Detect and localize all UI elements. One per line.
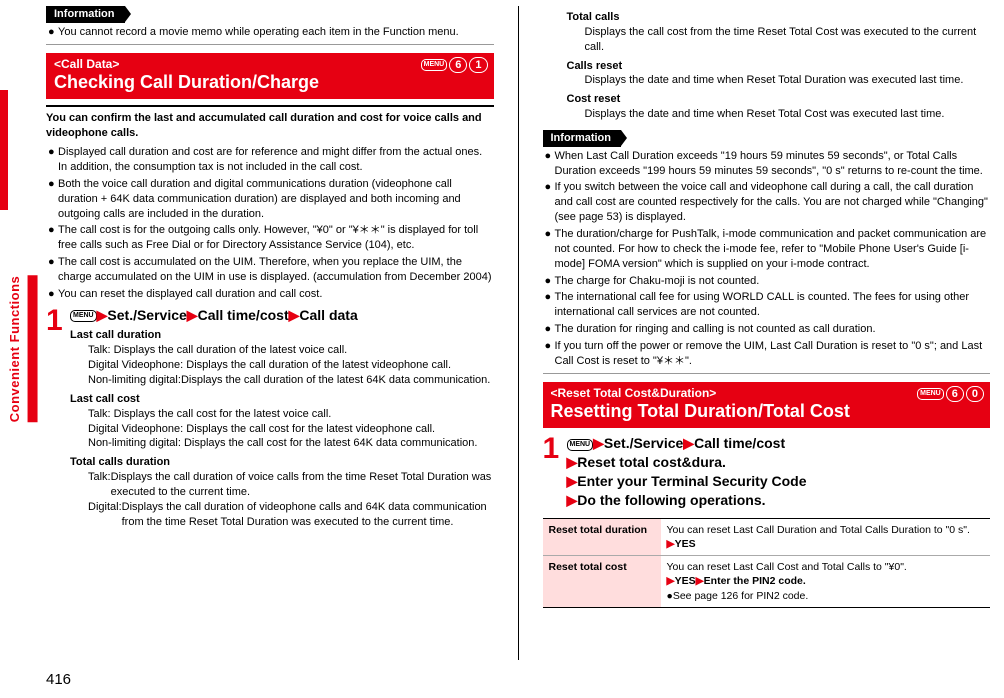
bullet-text: Both the voice call duration and digital… — [58, 177, 494, 222]
section-header-call-data: <Call Data> Checking Call Duration/Charg… — [46, 53, 494, 100]
column-divider — [518, 6, 519, 660]
step-number: 1 — [46, 306, 64, 532]
step-1-reset: 1 MENU▶Set./Service▶Call time/cost ▶Rese… — [543, 434, 991, 510]
table-header-cell: Reset total duration — [543, 519, 661, 555]
info-label: Information — [46, 6, 125, 23]
table-cell: You can reset Last Call Cost and Total C… — [661, 556, 991, 607]
menu-icons: MENU 6 1 — [421, 57, 488, 73]
info-text: If you switch between the voice call and… — [555, 180, 991, 225]
lead-text: You can confirm the last and accumulated… — [46, 111, 494, 141]
def-item: Non-limiting digital: Displays the call … — [88, 436, 494, 451]
def-title: Calls reset — [567, 59, 991, 74]
info-text: The duration for ringing and calling is … — [555, 322, 876, 337]
info-text: The charge for Chaku-moji is not counted… — [555, 274, 760, 289]
def-title: Last call cost — [70, 392, 494, 407]
step-line: ▶Reset total cost&dura. — [567, 453, 991, 472]
side-label: Convenient Functions — [6, 276, 38, 423]
table-cell: You can reset Last Call Duration and Tot… — [661, 519, 991, 555]
section-title: Checking Call Duration/Charge — [54, 72, 486, 94]
defs-continued: Total calls Displays the call cost from … — [567, 10, 991, 122]
info-text: The duration/charge for PushTalk, i-mode… — [555, 227, 991, 272]
key-pill-6: 6 — [449, 57, 467, 73]
step-line: ▶Enter your Terminal Security Code — [567, 472, 991, 491]
def-title: Cost reset — [567, 92, 991, 107]
info-text: If you turn off the power or remove the … — [555, 339, 991, 369]
info-label: Information — [543, 130, 622, 147]
table-row: Reset total duration You can reset Last … — [543, 519, 991, 556]
step-number: 1 — [543, 434, 561, 510]
def-item: Non-limiting digital: Displays the call … — [88, 373, 494, 388]
key-pill-6: 6 — [946, 386, 964, 402]
def-title: Total calls — [567, 10, 991, 25]
side-color-tab — [0, 90, 8, 210]
page-body: Information ●You cannot record a movie m… — [0, 0, 1004, 660]
def-item: Talk: Displays the call duration of the … — [88, 343, 494, 358]
menu-chip: MENU — [421, 59, 448, 71]
section-title: Resetting Total Duration/Total Cost — [551, 401, 983, 423]
info-text: You cannot record a movie memo while ope… — [58, 25, 459, 40]
table-row: Reset total cost You can reset Last Call… — [543, 556, 991, 607]
step-1: 1 MENU▶Set./Service▶Call time/cost▶Call … — [46, 306, 494, 532]
table-header-cell: Reset total cost — [543, 556, 661, 607]
menu-icons: MENU 6 0 — [917, 386, 984, 402]
key-pill-1: 1 — [469, 57, 487, 73]
info-box-top: Information ●You cannot record a movie m… — [46, 6, 494, 45]
lead-bullets: ●Displayed call duration and cost are fo… — [46, 145, 494, 301]
info-text: The international call fee for using WOR… — [555, 290, 991, 320]
def-item: Displays the date and time when Reset To… — [585, 73, 991, 88]
menu-chip: MENU — [70, 310, 97, 322]
key-pill-0: 0 — [966, 386, 984, 402]
bullet-text: The call cost is accumulated on the UIM.… — [58, 255, 494, 285]
def-item: Displays the date and time when Reset To… — [585, 107, 991, 122]
bullet-text: You can reset the displayed call duratio… — [58, 287, 322, 302]
left-column: Information ●You cannot record a movie m… — [46, 6, 494, 660]
rule — [46, 105, 494, 107]
def-item: Digital: Displays the call duration of v… — [88, 500, 494, 530]
menu-chip: MENU — [917, 388, 944, 400]
def-item: Digital Videophone: Displays the call du… — [88, 358, 494, 373]
def-title: Last call duration — [70, 328, 494, 343]
step-line: ▶Do the following operations. — [567, 491, 991, 510]
reset-table: Reset total duration You can reset Last … — [543, 518, 991, 608]
info-text: When Last Call Duration exceeds "19 hour… — [555, 149, 991, 179]
info-box-right: Information ●When Last Call Duration exc… — [543, 130, 991, 374]
bullet-text: Displayed call duration and cost are for… — [58, 145, 494, 175]
def-item: Talk: Displays the call cost for the lat… — [88, 407, 494, 422]
def-item: Digital Videophone: Displays the call co… — [88, 422, 494, 437]
def-item: Talk: Displays the call duration of voic… — [88, 470, 494, 500]
step-line: MENU▶Set./Service▶Call time/cost — [567, 434, 991, 453]
menu-chip: MENU — [567, 439, 594, 451]
def-item: Displays the call cost from the time Res… — [585, 25, 991, 55]
bullet-dot: ● — [48, 25, 56, 40]
step-path: MENU▶Set./Service▶Call time/cost▶Call da… — [70, 306, 494, 325]
right-column: Total calls Displays the call cost from … — [543, 6, 991, 660]
page-number: 416 — [46, 670, 71, 690]
section-header-reset: <Reset Total Cost&Duration> Resetting To… — [543, 382, 991, 429]
def-title: Total calls duration — [70, 455, 494, 470]
bullet-text: The call cost is for the outgoing calls … — [58, 223, 494, 253]
